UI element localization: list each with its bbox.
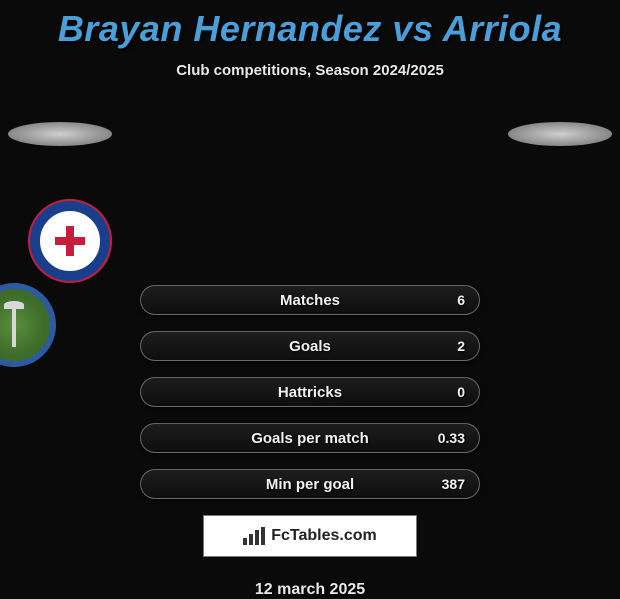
stat-row-goals: Goals 2 <box>140 331 480 361</box>
stat-label: Goals per match <box>251 430 369 447</box>
stats-area: Matches 6 Goals 2 Hattricks 0 Goals per … <box>0 117 620 599</box>
date-text: 12 march 2025 <box>0 581 620 599</box>
player-shadow-left <box>8 122 112 146</box>
stat-label: Hattricks <box>278 384 342 401</box>
stat-value: 6 <box>457 292 465 308</box>
page-title: Brayan Hernandez vs Arriola <box>0 8 620 50</box>
stat-label: Matches <box>280 292 340 309</box>
stat-row-matches: Matches 6 <box>140 285 480 315</box>
bar-chart-icon <box>243 527 265 545</box>
player-shadow-right <box>508 122 612 146</box>
stat-value: 0.33 <box>438 430 465 446</box>
stat-label: Goals <box>289 338 331 355</box>
stat-row-hattricks: Hattricks 0 <box>140 377 480 407</box>
space-needle-icon <box>12 303 16 347</box>
stat-row-goals-per-match: Goals per match 0.33 <box>140 423 480 453</box>
stat-value: 0 <box>457 384 465 400</box>
cruz-azul-cross-icon <box>55 226 85 256</box>
comparison-card: Brayan Hernandez vs Arriola Club competi… <box>0 0 620 599</box>
stat-value: 2 <box>457 338 465 354</box>
stat-row-min-per-goal: Min per goal 387 <box>140 469 480 499</box>
stat-rows: Matches 6 Goals 2 Hattricks 0 Goals per … <box>140 285 480 499</box>
team-logo-right <box>0 283 56 367</box>
brand-text: FcTables.com <box>271 527 377 545</box>
brand-badge[interactable]: FcTables.com <box>203 515 417 557</box>
team-logo-left <box>28 199 112 283</box>
subtitle: Club competitions, Season 2024/2025 <box>0 62 620 79</box>
stat-label: Min per goal <box>266 476 354 493</box>
stat-value: 387 <box>442 476 465 492</box>
